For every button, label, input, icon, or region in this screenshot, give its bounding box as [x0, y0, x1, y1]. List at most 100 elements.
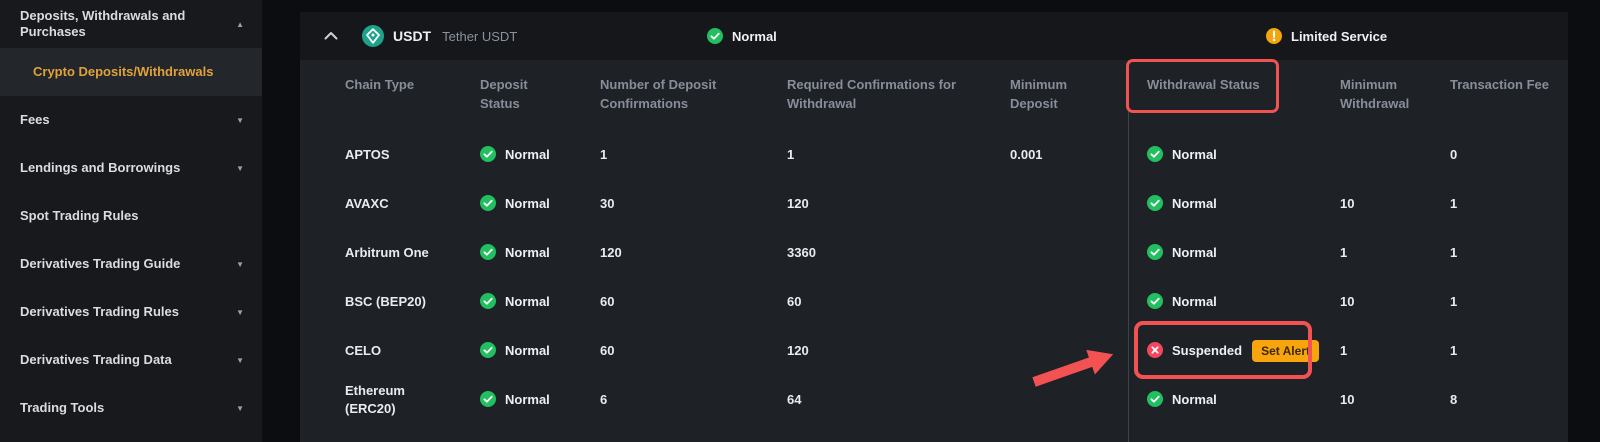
- normal-status-badge: Normal: [1147, 391, 1217, 409]
- deposit-confirmations-cell: 120: [600, 244, 622, 260]
- status-label: Normal: [1172, 244, 1217, 260]
- coin-name: Tether USDT: [442, 28, 518, 44]
- withdrawal-status-cell: Normal: [1147, 244, 1340, 262]
- sidebar-item-label: Trading Tools: [20, 400, 105, 416]
- deposit-status-cell: Normal: [480, 391, 600, 409]
- chain-type-cell: Ethereum (ERC20): [345, 382, 405, 416]
- normal-status-badge: Normal: [1147, 244, 1217, 262]
- status-label: Normal: [1172, 146, 1217, 162]
- status-label: Normal: [505, 391, 550, 407]
- minimum-withdrawal-cell: 10: [1340, 293, 1355, 309]
- sidebar-item[interactable]: Fees ▼: [0, 96, 262, 144]
- chevron-down-icon: ▼: [236, 403, 244, 413]
- deposit-status-cell: Normal: [480, 146, 600, 164]
- withdrawal-confirmations-cell: 60: [787, 293, 802, 309]
- deposit-confirmations-cell: 60: [600, 342, 615, 358]
- collapse-chevron-icon[interactable]: [322, 26, 340, 44]
- column-header: Withdrawal Status: [1147, 77, 1260, 92]
- table-rows: APTOS Normal 1 1 0.001 Normal 0 AVAXC Normal 30 12…: [300, 130, 1568, 424]
- normal-status-badge: Normal: [1147, 293, 1217, 311]
- usdt-coin-icon: [362, 25, 384, 47]
- withdrawal-status-cell: Suspended Set Alert: [1147, 339, 1340, 362]
- sidebar-item-label: Spot Trading Rules: [20, 208, 139, 224]
- chain-type-cell: APTOS: [345, 146, 390, 162]
- sidebar-item[interactable]: Spot Trading Rules: [0, 192, 262, 240]
- status-label: Suspended: [1172, 342, 1243, 358]
- deposit-confirmations-cell: 1: [600, 146, 608, 162]
- transaction-fee-cell: 1: [1450, 342, 1458, 358]
- status-label: Normal: [1172, 195, 1217, 211]
- check-circle-icon: [480, 293, 496, 310]
- normal-status-badge: Normal: [480, 342, 600, 360]
- x-circle-icon: [1147, 342, 1163, 359]
- column-header: Minimum Deposit: [1010, 77, 1068, 111]
- column-divider: [1128, 60, 1129, 442]
- status-label: Normal: [505, 293, 550, 309]
- coin-status-card: USDT Tether USDT Normal Limited Service …: [300, 12, 1568, 442]
- chevron-down-icon: ▼: [236, 259, 244, 269]
- table-row: CELO Normal 60 120 Suspended Set Alert 1 1: [300, 326, 1568, 375]
- status-label: Normal: [1172, 391, 1217, 407]
- set-alert-button[interactable]: Set Alert: [1252, 339, 1319, 362]
- transaction-fee-cell: 1: [1450, 195, 1458, 211]
- check-circle-icon: [707, 28, 723, 44]
- chain-type-cell: BSC (BEP20): [345, 293, 426, 309]
- check-circle-icon: [1147, 146, 1163, 163]
- normal-status-badge: Normal: [480, 195, 600, 213]
- warning-circle-icon: [1266, 28, 1282, 44]
- normal-status-badge: Normal: [1147, 146, 1217, 164]
- sidebar-item[interactable]: Crypto Deposits/Withdrawals: [0, 48, 262, 96]
- chevron-down-icon: ▼: [236, 115, 244, 125]
- chevron-down-icon: ▼: [236, 307, 244, 317]
- withdrawal-confirmations-cell: 120: [787, 195, 809, 211]
- minimum-withdrawal-cell: 10: [1340, 195, 1355, 211]
- table-row: AVAXC Normal 30 120 Normal 10 1: [300, 179, 1568, 228]
- column-header: Deposit Status: [480, 77, 528, 111]
- deposit-status-cell: Normal: [480, 293, 600, 311]
- table-row: APTOS Normal 1 1 0.001 Normal 0: [300, 130, 1568, 179]
- normal-status-badge: Normal: [480, 293, 600, 311]
- sidebar-item[interactable]: Lendings and Borrowings ▼: [0, 144, 262, 192]
- chevron-down-icon: ▼: [236, 355, 244, 365]
- chain-type-cell: AVAXC: [345, 195, 389, 211]
- check-circle-icon: [1147, 391, 1163, 408]
- suspended-status-badge: Suspended: [1147, 342, 1242, 360]
- column-header: Transaction Fee: [1450, 77, 1549, 92]
- deposit-confirmations-cell: 6: [600, 391, 608, 407]
- column-header: Required Confirmations for Withdrawal: [787, 77, 957, 111]
- deposit-confirmations-cell: 60: [600, 293, 615, 309]
- sidebar-item[interactable]: Derivatives Trading Data ▼: [0, 336, 262, 384]
- withdrawal-status-cell: Normal: [1147, 146, 1340, 164]
- minimum-withdrawal-cell: 10: [1340, 391, 1355, 407]
- withdrawal-status-cell: Normal: [1147, 391, 1340, 409]
- withdrawal-status-cell: Normal: [1147, 195, 1340, 213]
- sidebar-item[interactable]: Derivatives Trading Guide ▼: [0, 240, 262, 288]
- table-row: Ethereum (ERC20) Normal 6 64 Normal 10 8: [300, 375, 1568, 424]
- deposit-status-cell: Normal: [480, 195, 600, 213]
- status-label: Normal: [505, 195, 550, 211]
- transaction-fee-cell: 1: [1450, 244, 1458, 260]
- sidebar-item[interactable]: Trading Tools ▼: [0, 384, 262, 432]
- sidebar-item-label: Crypto Deposits/Withdrawals: [33, 64, 214, 80]
- sidebar-item-label: Derivatives Trading Guide: [20, 256, 181, 272]
- status-label: Normal: [1172, 293, 1217, 309]
- check-circle-icon: [480, 391, 496, 408]
- check-circle-icon: [1147, 195, 1163, 212]
- withdrawal-confirmations-cell: 1: [787, 146, 795, 162]
- normal-status-badge: Normal: [480, 244, 600, 262]
- sidebar-item-label: Lendings and Borrowings: [20, 160, 181, 176]
- column-header: Chain Type: [345, 77, 415, 92]
- table-row: BSC (BEP20) Normal 60 60 Normal 10 1: [300, 277, 1568, 326]
- withdrawal-status-cell: Normal: [1147, 293, 1340, 311]
- minimum-withdrawal-cell: 1: [1340, 342, 1348, 358]
- column-header: Minimum Withdrawal: [1340, 77, 1410, 111]
- check-circle-icon: [1147, 293, 1163, 310]
- sidebar-item[interactable]: Deposits, Withdrawals and Purchases ▲: [0, 0, 262, 48]
- sidebar-item[interactable]: Derivatives Trading Rules ▼: [0, 288, 262, 336]
- withdrawal-confirmations-cell: 120: [787, 342, 809, 358]
- status-label: Normal: [505, 342, 550, 358]
- sidebar-item-label: Deposits, Withdrawals and Purchases: [20, 8, 186, 39]
- check-circle-icon: [480, 244, 496, 261]
- transaction-fee-cell: 1: [1450, 293, 1458, 309]
- withdrawal-confirmations-cell: 64: [787, 391, 802, 407]
